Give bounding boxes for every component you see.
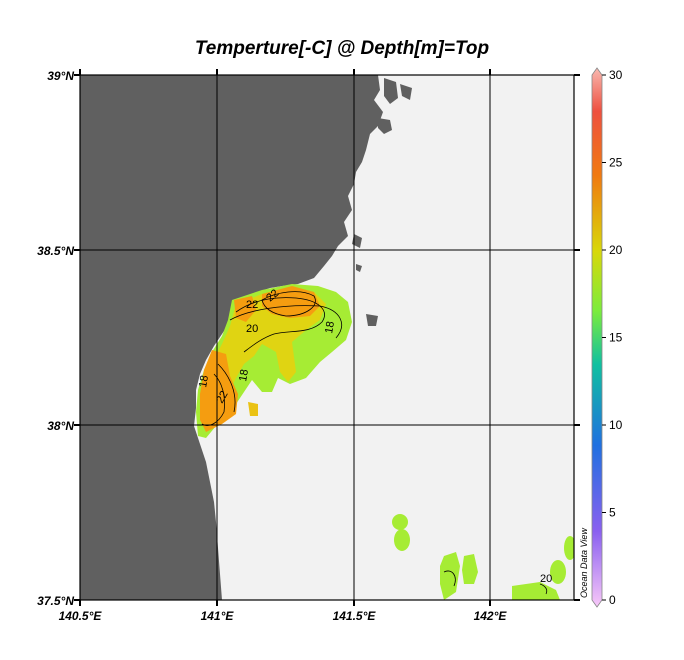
contour-label: 20 <box>246 323 258 335</box>
contour-label: 18 <box>323 320 337 334</box>
map-title: Temperture[-C] @ Depth[m]=Top <box>194 38 490 59</box>
colorbar-ticks: 30 25 20 15 10 5 0 <box>602 68 623 607</box>
contour-label: 20 <box>540 573 552 585</box>
lat-label: 39°N <box>47 69 74 83</box>
island <box>356 264 362 272</box>
colorbar-body <box>591 67 603 608</box>
lon-label: 141°E <box>201 609 235 623</box>
temperature-field <box>196 284 574 600</box>
colorbar-tick-label: 5 <box>609 506 616 520</box>
contour-label: 22 <box>214 389 231 406</box>
map-frame <box>79 74 575 601</box>
temp-patch <box>248 402 258 416</box>
contour-label: 22 <box>246 299 258 311</box>
lat-label: 37.5°N <box>37 594 74 608</box>
island <box>378 118 392 134</box>
colorbar-tick-label: 10 <box>609 418 623 432</box>
contour-label: 18 <box>237 368 251 382</box>
graticule <box>80 75 574 600</box>
colorbar-tick-label: 20 <box>609 243 623 257</box>
island <box>400 84 412 100</box>
temp-patch <box>394 529 410 551</box>
lon-label: 141.5°E <box>333 609 377 623</box>
island <box>384 78 398 104</box>
temp-patch <box>462 554 478 584</box>
temp-patch <box>200 350 238 432</box>
lat-label: 38°N <box>47 419 74 433</box>
contour-label: 18 <box>197 374 211 388</box>
credit-text: Ocean Data View <box>579 528 589 598</box>
contour-lines <box>201 291 548 595</box>
colorbar-tick-label: 25 <box>609 156 623 170</box>
colorbar: 30 25 20 15 10 5 0 <box>591 67 623 608</box>
lon-label: 140.5°E <box>59 609 103 623</box>
temp-patch <box>550 560 566 584</box>
land-mass <box>80 75 383 600</box>
colorbar-tick-label: 30 <box>609 68 623 82</box>
colorbar-tick-label: 15 <box>609 331 623 345</box>
temp-patch <box>440 552 460 600</box>
temp-patch <box>392 514 408 530</box>
colorbar-tick-label: 0 <box>609 593 616 607</box>
tick-marks <box>74 69 580 606</box>
temp-patch <box>512 582 560 600</box>
lon-label: 142°E <box>474 609 508 623</box>
lat-label: 38.5°N <box>37 244 74 258</box>
island <box>366 314 378 326</box>
temp-patch <box>564 536 574 560</box>
contour-label-group: 22 20 22 18 18 18 22 20 <box>197 287 552 585</box>
